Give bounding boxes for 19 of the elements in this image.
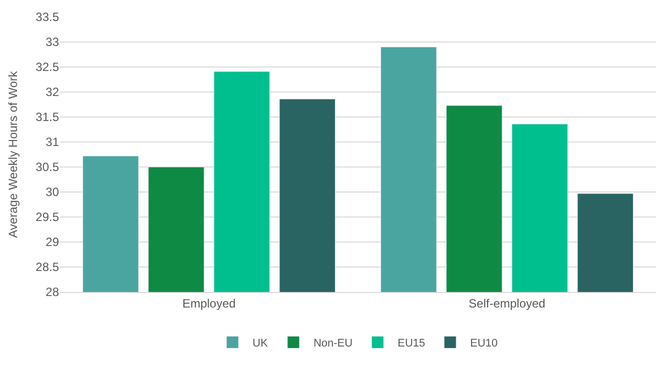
y-tick-label: 29 [46,235,60,250]
legend-label: Non-EU [313,338,353,350]
legend-label: EU10 [470,338,498,350]
y-tick-label: 28 [46,285,60,300]
y-tick-label: 30 [46,185,60,200]
y-tick-label: 31.5 [36,110,60,124]
legend-label: UK [252,338,268,350]
x-tick-label: Self-employed [468,296,546,310]
legend-label: EU15 [398,338,426,350]
y-tick-label: 30.5 [36,160,60,174]
y-tick-label: 28.5 [36,260,60,274]
y-tick-label: 32 [46,85,60,100]
y-tick-label: 29.5 [36,210,60,224]
x-tick-label: Employed [182,296,236,310]
y-tick-label: 32.5 [36,60,60,74]
y-tick-label: 33.5 [36,10,60,24]
y-axis-title: Average Weekly Hours of Work [6,70,20,238]
y-tick-label: 33 [46,35,60,50]
y-tick-label: 31 [46,135,60,150]
